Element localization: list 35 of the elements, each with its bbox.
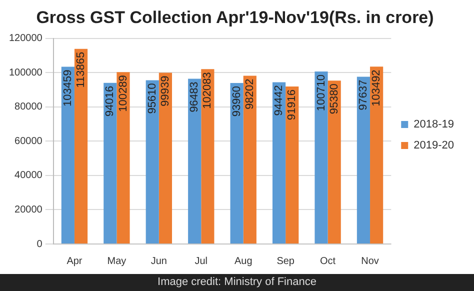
y-tick-label: 80000 xyxy=(14,102,43,113)
data-label: 91916 xyxy=(286,90,298,120)
text: Image credit: Ministry of Finance xyxy=(0,274,474,291)
y-tick-label: 60000 xyxy=(14,136,43,147)
x-tick-label: Apr xyxy=(66,256,83,267)
data-label: 94016 xyxy=(104,86,116,117)
legend-label: 2019-20 xyxy=(414,140,454,152)
x-tick-label: Nov xyxy=(361,256,379,267)
x-tick-label: Jul xyxy=(194,256,208,267)
data-label: 94442 xyxy=(273,85,286,116)
data-label: 100289 xyxy=(117,75,130,112)
x-tick-label: Oct xyxy=(320,256,336,267)
data-label: 98202 xyxy=(244,78,256,110)
data-label: 100710 xyxy=(315,74,328,112)
y-tick-label: 40000 xyxy=(14,170,43,182)
data-label: 113865 xyxy=(75,52,88,88)
y-tick-label: 0 xyxy=(36,238,43,250)
x-tick-label: Sep xyxy=(276,256,295,267)
data-label: 95380 xyxy=(328,84,340,114)
data-label: 103492 xyxy=(370,70,383,106)
y-tick-label: 20000 xyxy=(14,204,43,216)
x-tick-label: Jun xyxy=(150,256,167,267)
chart-title: Gross GST Collection Apr'19-Nov'19(Rs. in crore) xyxy=(36,8,434,27)
data-label: 103459 xyxy=(62,70,74,106)
data-label: 102083 xyxy=(202,72,214,109)
data-label: 95610 xyxy=(146,83,158,114)
data-label: 99939 xyxy=(159,76,172,106)
data-label: 93960 xyxy=(230,86,243,117)
data-label: 97637 xyxy=(358,80,370,110)
legend-label: 2018-19 xyxy=(414,118,454,131)
y-tick-label: 100000 xyxy=(8,67,43,78)
y-tick-label: 120000 xyxy=(8,33,43,44)
x-tick-label: May xyxy=(107,256,126,267)
x-tick-label: Aug xyxy=(234,256,252,267)
data-label: 96483 xyxy=(188,82,201,112)
